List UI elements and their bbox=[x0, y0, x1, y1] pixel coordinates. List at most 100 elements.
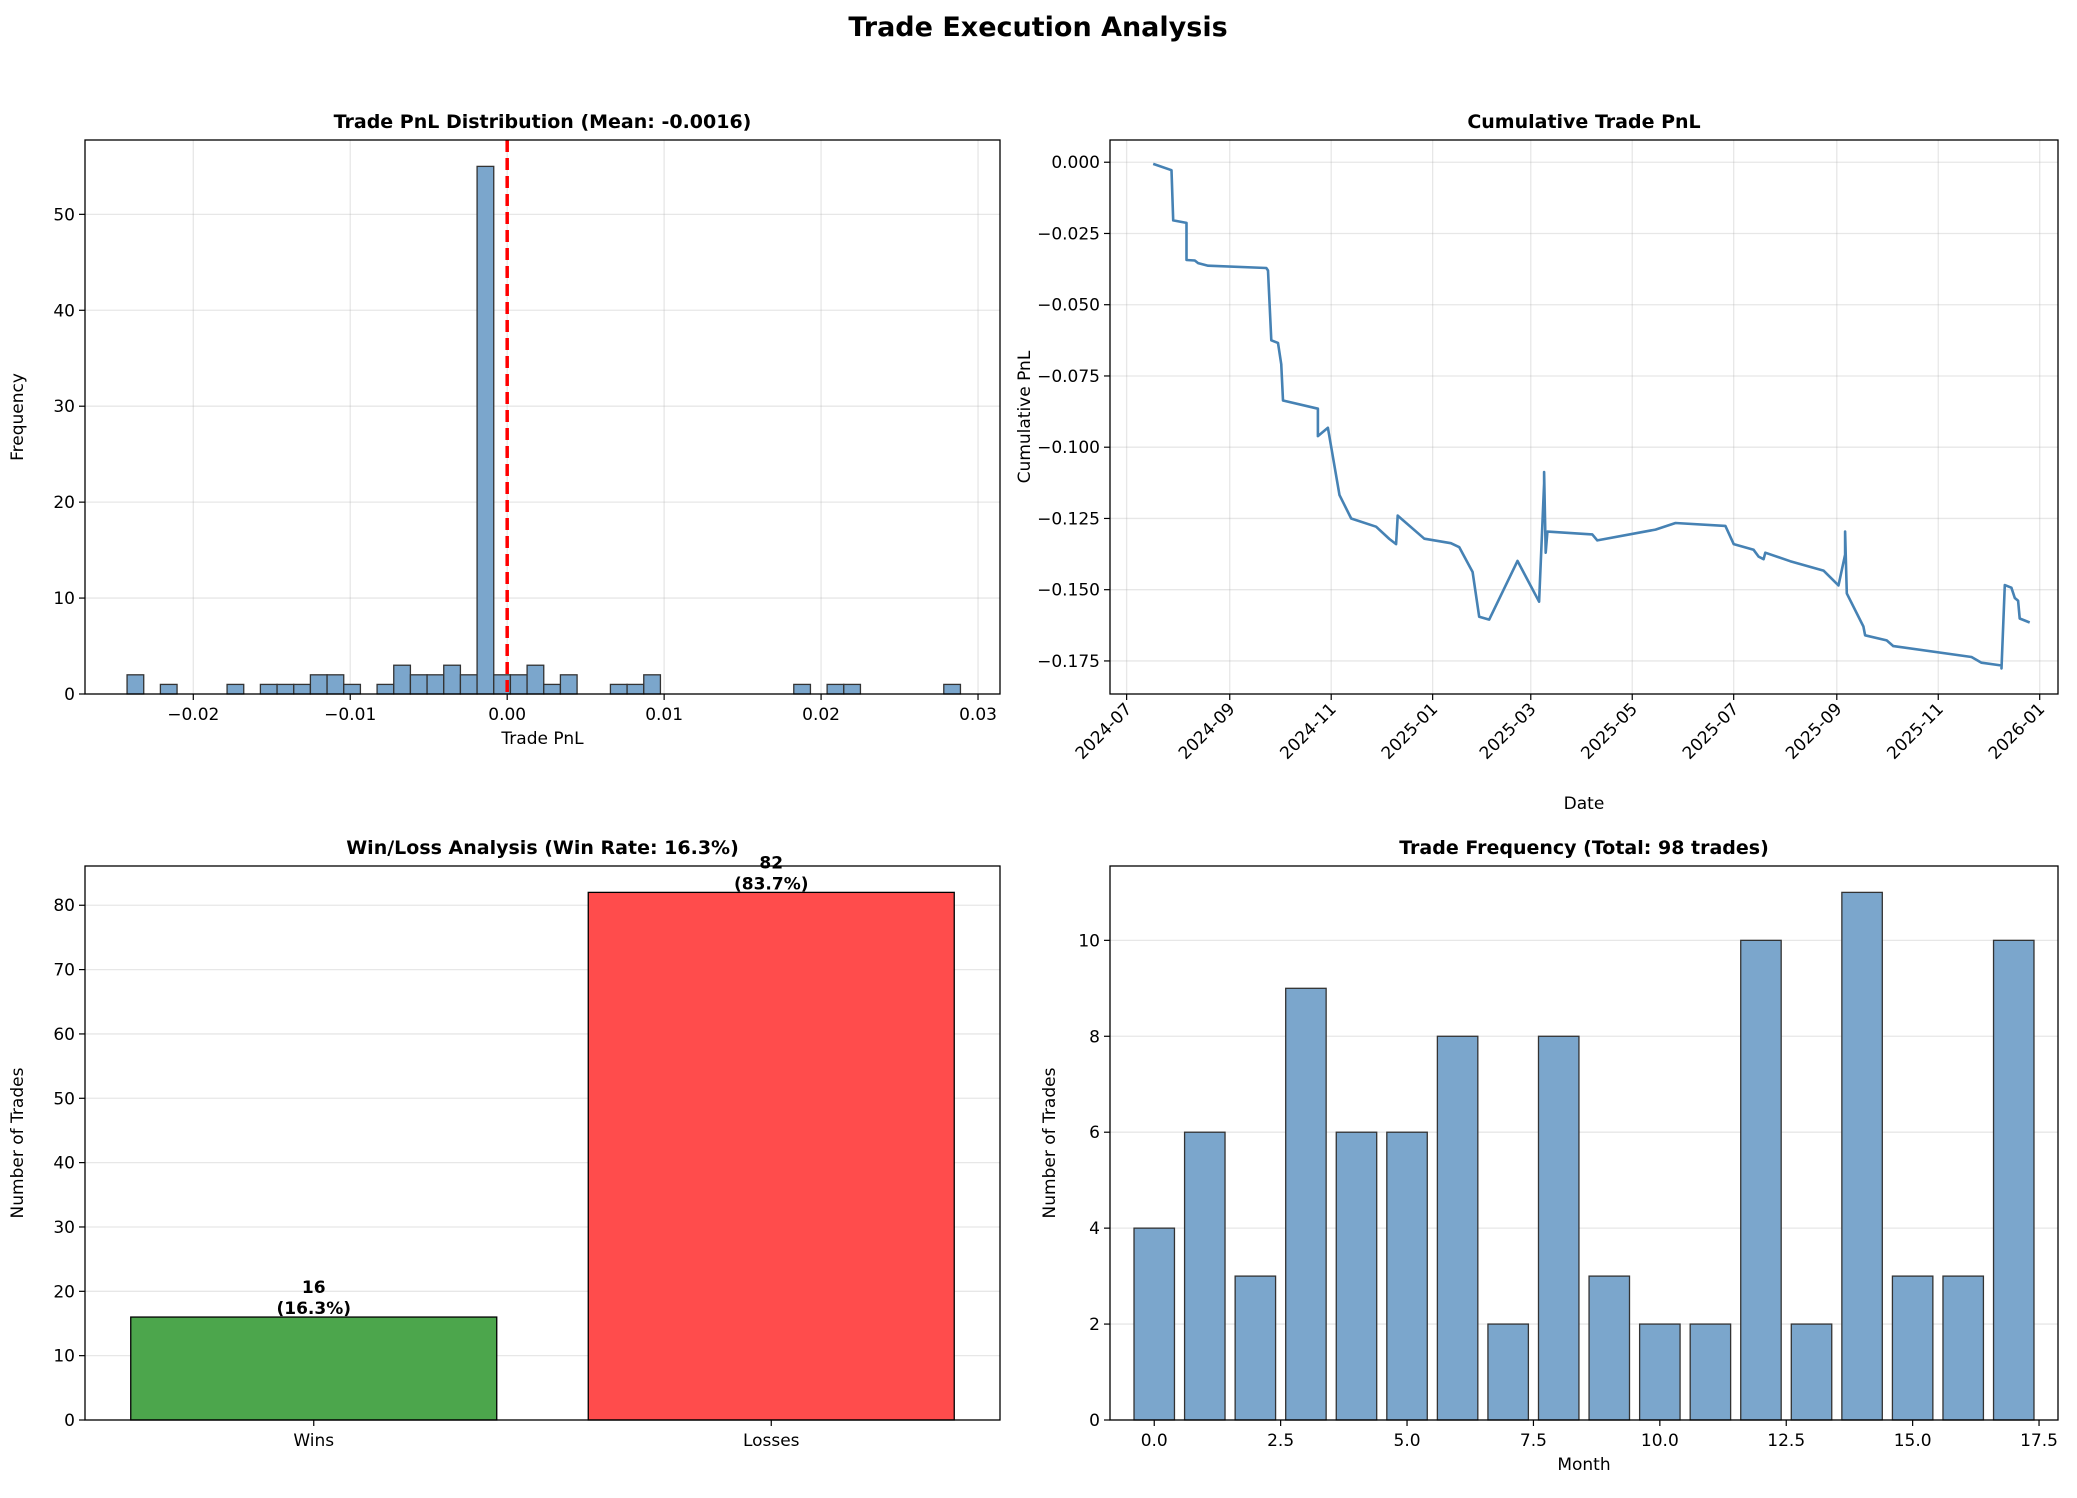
pnl-histogram-panel: 0 10 20 30 40 50 −0.02 −0.01 0.00 0.01 0.02 0.03 Tra… bbox=[8, 111, 1001, 749]
histogram-bar bbox=[543, 683, 562, 695]
month-bar bbox=[1588, 1275, 1631, 1421]
y-axis-label: Cumulative PnL bbox=[1015, 350, 1035, 483]
y-tick-label: −0.075 bbox=[1037, 367, 1100, 387]
x-tick-label: Losses bbox=[743, 1431, 800, 1451]
y-tick-label: 10 bbox=[53, 589, 75, 609]
month-bar bbox=[1689, 1323, 1732, 1421]
histogram-bar bbox=[826, 683, 845, 695]
month-bar bbox=[1790, 1323, 1833, 1421]
axes-frame bbox=[84, 139, 1001, 695]
histogram-bar bbox=[343, 683, 362, 695]
x-tick-label: −0.01 bbox=[324, 705, 376, 725]
x-tick-label: 12.5 bbox=[1767, 1431, 1805, 1451]
x-tick-label: 17.5 bbox=[2020, 1431, 2058, 1451]
month-bar bbox=[1285, 987, 1327, 1421]
x-axis-label: Trade PnL bbox=[500, 729, 584, 749]
histogram-bar bbox=[276, 683, 295, 695]
y-tick-label: 80 bbox=[53, 896, 75, 916]
x-tick-label: 15.0 bbox=[1894, 1431, 1932, 1451]
month-bar bbox=[1992, 939, 2035, 1421]
y-tick-label: 20 bbox=[53, 493, 75, 513]
histogram-bar bbox=[476, 165, 495, 695]
y-tick-label: 10 bbox=[1078, 931, 1100, 951]
cumulative-pnl-panel: 0.000 −0.025 −0.050 −0.075 −0.100 −0.125 −0.15… bbox=[1015, 111, 2059, 814]
month-bar bbox=[1942, 1275, 1985, 1421]
axes-frame bbox=[1109, 139, 2059, 695]
x-tick-label: 2026-01 bbox=[1985, 699, 2049, 763]
y-tick-label: 10 bbox=[53, 1347, 75, 1367]
month-bar bbox=[1386, 1131, 1428, 1421]
bar-losses bbox=[587, 891, 955, 1421]
y-tick-label: 60 bbox=[53, 1025, 75, 1045]
x-tick-label: 2025-07 bbox=[1679, 699, 1743, 763]
y-tick-label: −0.175 bbox=[1037, 652, 1100, 672]
y-tick-label: 0 bbox=[64, 685, 75, 705]
x-tick-label: 7.5 bbox=[1520, 1431, 1547, 1451]
x-tick-label: 0.01 bbox=[645, 705, 683, 725]
y-tick-label: 8 bbox=[1089, 1027, 1100, 1047]
month-bar bbox=[1891, 1275, 1934, 1421]
histogram-bar bbox=[259, 683, 278, 695]
x-tick-label: 2024-09 bbox=[1175, 699, 1239, 763]
histogram-bar bbox=[509, 674, 528, 695]
x-tick-label: 0.03 bbox=[959, 705, 997, 725]
histogram-bar bbox=[643, 674, 662, 695]
x-tick-label: 0.0 bbox=[1141, 1431, 1168, 1451]
chart-title: Cumulative Trade PnL bbox=[1467, 111, 1700, 133]
histogram-bar bbox=[559, 674, 578, 695]
histogram-bar bbox=[309, 674, 328, 695]
month-bar bbox=[1487, 1323, 1530, 1421]
month-bar bbox=[1183, 1131, 1226, 1421]
histogram-bar bbox=[126, 674, 145, 695]
histogram-bar bbox=[393, 664, 412, 695]
chart-title: Trade PnL Distribution (Mean: -0.0016) bbox=[334, 111, 752, 133]
axes-frame bbox=[1109, 865, 2059, 1421]
y-tick-label: −0.100 bbox=[1037, 438, 1100, 458]
y-tick-label: 50 bbox=[53, 1089, 75, 1109]
win-loss-panel: 0 10 20 30 40 50 60 70 80 Win/Loss Analysis (Win … bbox=[8, 837, 1001, 1451]
month-bar bbox=[1234, 1275, 1277, 1421]
y-tick-label: 20 bbox=[53, 1282, 75, 1302]
month-bar bbox=[1740, 939, 1782, 1421]
x-tick-label: 0.02 bbox=[802, 705, 840, 725]
bar-value-label: 82 bbox=[759, 853, 783, 873]
x-tick-label: 2024-07 bbox=[1072, 699, 1136, 763]
cumulative-pnl-line bbox=[1152, 162, 2031, 670]
histogram-bar bbox=[626, 683, 645, 695]
x-tick-label: 5.0 bbox=[1394, 1431, 1421, 1451]
chart-title: Win/Loss Analysis (Win Rate: 16.3%) bbox=[346, 837, 739, 859]
y-tick-label: 0 bbox=[64, 1411, 75, 1431]
x-tick-label: 2025-09 bbox=[1782, 699, 1846, 763]
bar-wins bbox=[130, 1316, 498, 1421]
y-tick-label: 2 bbox=[1089, 1315, 1100, 1335]
month-bar bbox=[1638, 1323, 1681, 1421]
histogram-bar bbox=[459, 674, 478, 695]
y-tick-label: 40 bbox=[53, 1154, 75, 1174]
bar-percent-label: (83.7%) bbox=[734, 874, 809, 894]
y-axis-label: Frequency bbox=[8, 373, 28, 461]
histogram-bar bbox=[159, 683, 178, 695]
y-tick-label: 30 bbox=[53, 397, 75, 417]
histogram-bar bbox=[376, 683, 395, 695]
month-bar bbox=[1335, 1131, 1378, 1421]
y-tick-label: 0 bbox=[1089, 1411, 1100, 1431]
y-tick-label: −0.025 bbox=[1037, 224, 1100, 244]
x-tick-label: 2025-01 bbox=[1378, 699, 1442, 763]
histogram-bar bbox=[443, 664, 462, 695]
histogram-bar bbox=[409, 674, 428, 695]
month-bar bbox=[1841, 891, 1883, 1421]
histogram-bar bbox=[943, 683, 962, 695]
x-tick-label: 2.5 bbox=[1267, 1431, 1294, 1451]
y-tick-label: −0.125 bbox=[1037, 509, 1100, 529]
y-tick-label: 4 bbox=[1089, 1219, 1100, 1239]
x-tick-label: −0.02 bbox=[167, 705, 219, 725]
month-bar bbox=[1133, 1227, 1176, 1421]
trade-frequency-panel: 0 2 4 6 8 10 0.0 2.5 5.0 7.5 10.0 12.5 15.0 17.5 Trade… bbox=[1040, 837, 2059, 1475]
bar-percent-label: (16.3%) bbox=[276, 1299, 351, 1319]
y-tick-label: 70 bbox=[53, 961, 75, 981]
bar-value-label: 16 bbox=[302, 1278, 326, 1298]
month-bar bbox=[1537, 1035, 1580, 1421]
histogram-bar bbox=[293, 683, 312, 695]
chart-title: Trade Frequency (Total: 98 trades) bbox=[1399, 837, 1769, 859]
